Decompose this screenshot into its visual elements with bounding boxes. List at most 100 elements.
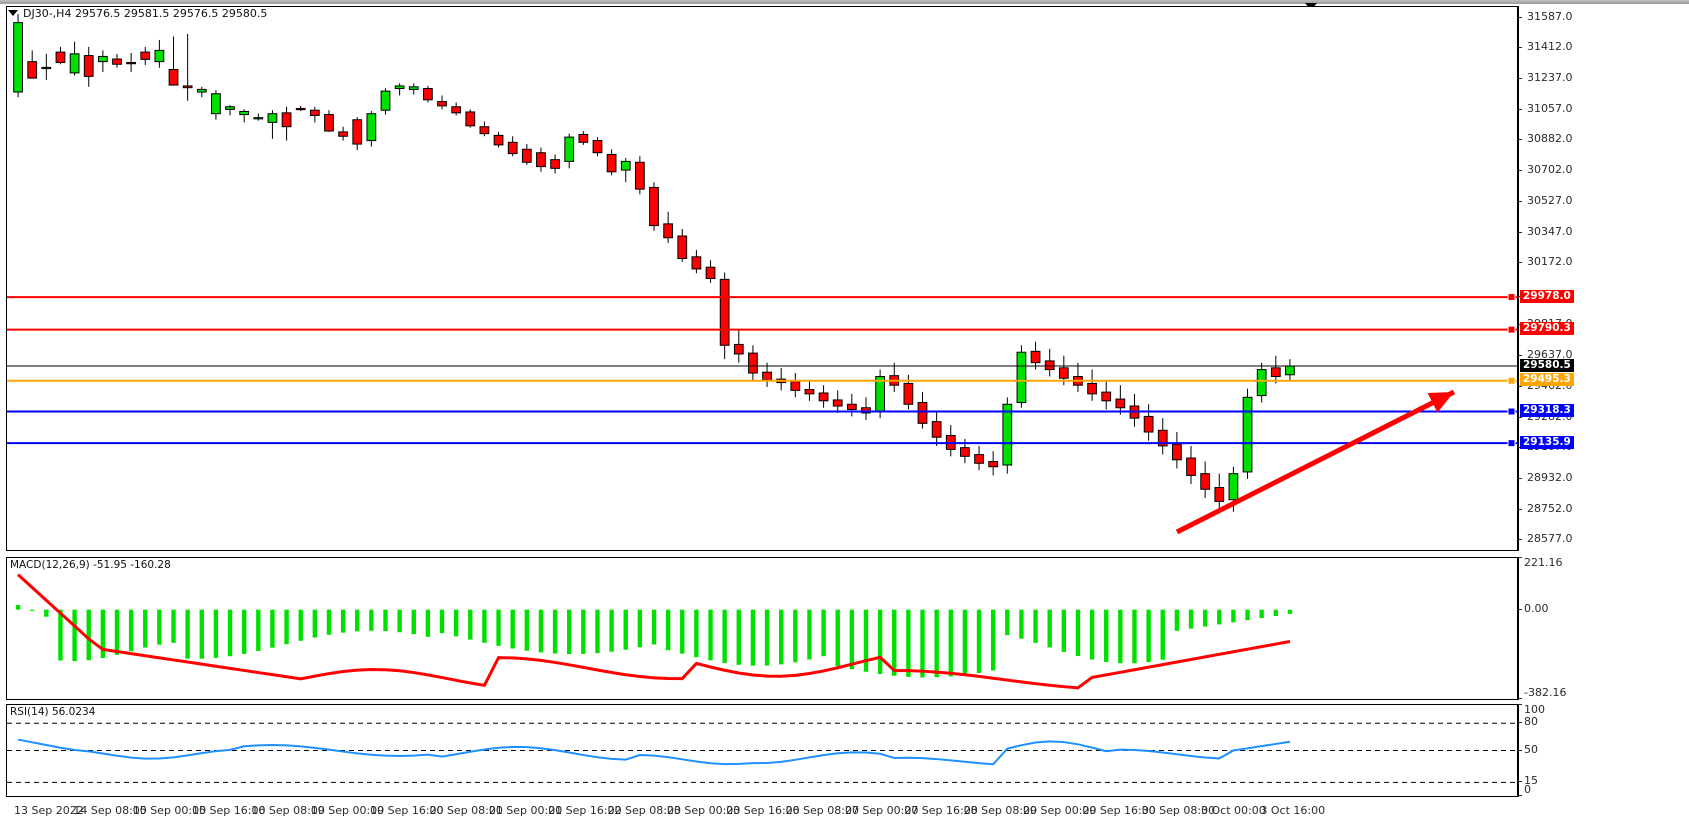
macd-bar (1019, 609, 1024, 639)
macd-bar (1259, 609, 1264, 619)
macd-bar (948, 609, 953, 677)
macd-bar (567, 609, 572, 655)
macd-bar (29, 609, 35, 611)
axis-tick (1518, 232, 1522, 234)
axis-tick (1518, 557, 1522, 558)
price-tag-current-price[interactable]: 29580.5 (1520, 358, 1574, 372)
macd-bar (58, 609, 63, 661)
uptrend-arrow[interactable] (1175, 389, 1456, 535)
candle (211, 90, 221, 120)
macd-axis-label: -382.16 (1524, 686, 1567, 699)
macd-signal-line (17, 573, 1291, 690)
candle (1171, 432, 1182, 469)
price-tag-resistance-1[interactable]: 29790.3 (1520, 322, 1574, 336)
candle (748, 345, 758, 380)
macd-bar (736, 609, 741, 665)
candle (1073, 362, 1083, 393)
candle (338, 126, 348, 141)
time-axis-label: 16 Sep 08:00 (251, 804, 325, 817)
axis-tick (1518, 139, 1522, 141)
macd-bar (1132, 609, 1137, 664)
macd-bar (284, 609, 289, 645)
candle (889, 362, 900, 393)
macd-bar (920, 609, 925, 678)
macd-bar (185, 609, 190, 659)
price-axis-label: 29637.0 (1527, 348, 1573, 362)
candle (1200, 461, 1211, 498)
candle (1186, 445, 1196, 485)
axis-tick (1518, 77, 1522, 79)
macd-bar (821, 609, 826, 657)
price-axis-label: 28752.0 (1527, 501, 1573, 515)
candle (154, 39, 165, 68)
macd-bar (227, 609, 233, 657)
candle (818, 385, 829, 408)
macd-axis-scale[interactable]: 221.16 0.00 -382.16 (1518, 557, 1689, 700)
scroll-track[interactable] (0, 0, 1689, 4)
price-chart-pane[interactable] (6, 6, 1518, 551)
macd-bar (468, 609, 473, 640)
axis-tick (1518, 608, 1522, 610)
candle (1044, 348, 1055, 377)
candle (55, 46, 66, 65)
macd-bar (157, 609, 162, 645)
rsi-axis-scale[interactable]: 100 80 50 15 0 (1518, 704, 1689, 797)
rsi-pane[interactable]: RSI(14) 56.0234 (6, 704, 1518, 797)
time-axis-label: 21 Sep 16:00 (548, 804, 622, 817)
axis-tick (1518, 108, 1522, 110)
candle (917, 392, 928, 429)
macd-bar (72, 609, 77, 662)
macd-bar (411, 609, 416, 635)
price-axis-scale[interactable]: 31587.0 31412.0 31237.0 31057.0 30882.0 30702… (1518, 6, 1689, 551)
price-tag-support-1[interactable]: 29318.3 (1520, 404, 1574, 417)
macd-bar (383, 609, 388, 632)
macd-bar (100, 609, 106, 659)
macd-bar (1033, 609, 1038, 643)
price-tag-pivot[interactable]: 29495.3 (1520, 373, 1574, 387)
time-axis-label: 19 Sep 16:00 (370, 804, 444, 817)
rsi-axis-label: 15 (1524, 774, 1538, 788)
time-axis-label: 26 Sep 08:00 (785, 804, 859, 817)
macd-bar (171, 609, 176, 643)
price-tag-resistance-2[interactable]: 29978.0 (1520, 289, 1574, 303)
candle (677, 229, 688, 263)
macd-bar (807, 609, 812, 660)
price-tag-support-2[interactable]: 29135.9 (1520, 435, 1574, 449)
level-handle[interactable] (1507, 293, 1516, 302)
macd-axis-label: 0.00 (1524, 601, 1549, 615)
macd-bar (595, 609, 600, 654)
level-handle[interactable] (1507, 325, 1516, 334)
macd-bar (623, 609, 628, 650)
axis-tick (1518, 781, 1522, 783)
candle (663, 211, 674, 243)
candle (140, 46, 151, 66)
rsi-axis-label: 50 (1524, 742, 1538, 756)
time-axis-label: 15 Sep 00:00 (132, 804, 207, 817)
candle (196, 86, 207, 98)
macd-bar (114, 609, 120, 655)
symbol-ohlc-label: DJ30-,H4 29576.5 29581.5 29576.5 29580.5 (23, 6, 268, 20)
macd-pane[interactable]: MACD(12,26,9) -51.95 -160.28 (6, 557, 1518, 700)
candle (295, 105, 306, 112)
level-handle[interactable] (1507, 407, 1516, 416)
macd-bar (86, 609, 91, 661)
level-handle[interactable] (1507, 439, 1516, 448)
macd-bar (863, 609, 869, 672)
macd-bar (1089, 609, 1095, 660)
macd-bar (552, 609, 558, 654)
price-axis-label: 31057.0 (1527, 101, 1573, 115)
candle (253, 113, 264, 121)
axis-tick (1518, 539, 1522, 541)
macd-bar (439, 609, 445, 634)
level-handle[interactable] (1507, 376, 1516, 385)
macd-bar (510, 609, 515, 649)
time-axis-label: 29 Sep 00:00 (1022, 804, 1097, 817)
candle (394, 83, 405, 96)
triangle-down-icon[interactable] (8, 10, 18, 16)
time-axis[interactable]: 13 Sep 2022 14 Sep 08:00 15 Sep 00:00 15 Se… (6, 797, 1689, 829)
candle (1115, 385, 1126, 415)
candle (691, 249, 702, 274)
macd-bar (962, 609, 968, 675)
price-axis-label: 28577.0 (1527, 532, 1573, 546)
candle (1214, 473, 1225, 511)
